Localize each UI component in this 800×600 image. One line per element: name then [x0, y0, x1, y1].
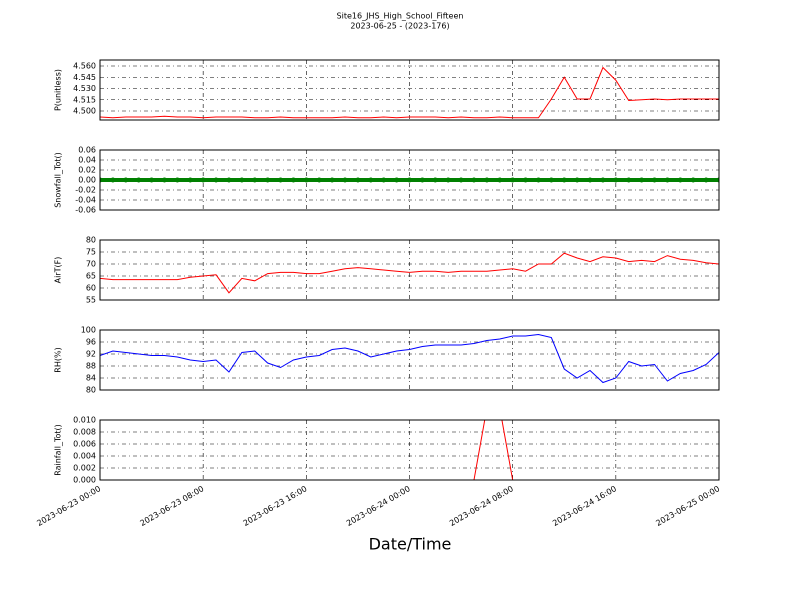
- plot-frame: [99, 59, 720, 121]
- y-tick-label: 88: [86, 362, 96, 371]
- y-tick-label: 92: [86, 350, 96, 359]
- x-tick-label: 2023-06-23 16:00: [242, 484, 309, 528]
- y-tick-label: 0.004: [73, 452, 96, 461]
- x-tick-label: 2023-06-23 08:00: [138, 484, 205, 528]
- y-tick-label: 0.02: [78, 166, 96, 175]
- y-tick-label: 70: [86, 260, 96, 269]
- y-tick-label: 80: [86, 386, 96, 395]
- y-tick-label: 4.515: [73, 95, 96, 104]
- x-axis-label: Date/Time: [369, 535, 452, 554]
- y-tick-label: 4.500: [73, 107, 96, 116]
- plot-frame: [99, 239, 720, 301]
- plot: [100, 240, 719, 300]
- plot-frame: [99, 149, 720, 211]
- x-tick-label: 2023-06-23 00:00: [35, 484, 102, 528]
- y-tick-label: 65: [86, 272, 96, 281]
- y-tick-label: 0.04: [78, 156, 96, 165]
- y-axis-label: RH(%): [54, 347, 63, 372]
- series-line: [100, 66, 719, 119]
- y-axis-label: AirT(F): [54, 257, 63, 284]
- x-tick-label: 2023-06-24 08:00: [448, 484, 515, 528]
- y-tick-label: 0.008: [73, 428, 96, 437]
- plot-frame: [99, 329, 720, 391]
- y-tick-label: 96: [86, 338, 96, 347]
- y-tick-label: 4.530: [73, 84, 96, 93]
- chart-title: Site16_JHS_High_School_Fifteen: [337, 12, 464, 21]
- y-tick-label: 55: [86, 296, 96, 305]
- y-tick-label: 0.010: [73, 416, 96, 425]
- plot: [100, 330, 719, 390]
- x-tick-label: 2023-06-24 16:00: [551, 484, 618, 528]
- plot: [100, 150, 719, 210]
- y-tick-label: -0.04: [75, 196, 96, 205]
- y-tick-label: 0.006: [73, 440, 96, 449]
- y-tick-label: 84: [86, 374, 96, 383]
- y-tick-label: 75: [86, 248, 96, 257]
- y-tick-label: 0.002: [73, 464, 96, 473]
- y-tick-label: -0.02: [75, 186, 96, 195]
- y-tick-label: 60: [86, 284, 96, 293]
- y-tick-label: 4.545: [73, 73, 96, 82]
- y-axis-label: Snowfall_Tot(): [54, 152, 63, 208]
- y-tick-label: -0.06: [75, 206, 96, 215]
- plot: [100, 60, 719, 120]
- y-tick-label: 0.000: [73, 476, 96, 485]
- x-tick-label: 2023-06-24 00:00: [345, 484, 412, 528]
- plot: [100, 420, 719, 480]
- y-axis-label: Rainfall_Tot(): [54, 424, 63, 476]
- series-line: [100, 333, 719, 384]
- y-tick-label: 4.560: [73, 62, 96, 71]
- series-line: [100, 252, 719, 294]
- y-tick-label: 80: [86, 236, 96, 245]
- plot-frame: [99, 419, 720, 481]
- chart-subtitle: 2023-06-25 - (2023-176): [350, 22, 449, 31]
- y-tick-label: 100: [81, 326, 96, 335]
- x-tick-label: 2023-06-25 00:00: [654, 484, 721, 528]
- y-tick-label: 0.00: [78, 176, 96, 185]
- y-axis-label: P(unitless): [54, 69, 63, 111]
- y-tick-label: 0.06: [78, 146, 96, 155]
